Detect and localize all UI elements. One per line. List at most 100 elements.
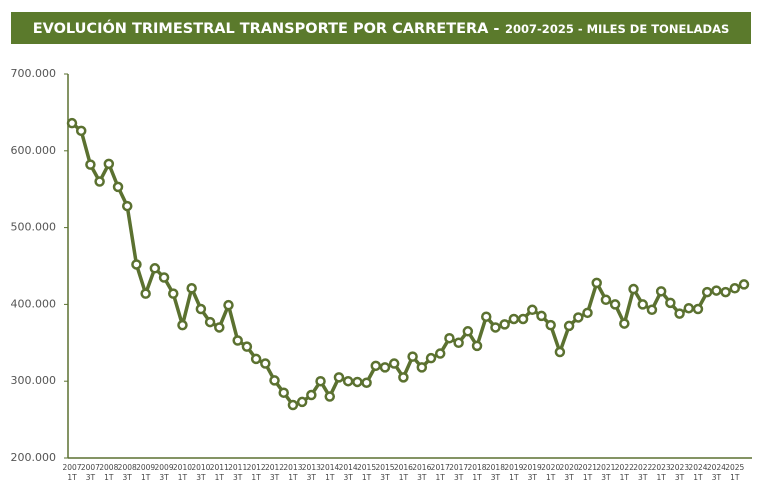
data-point (241, 341, 253, 352)
data-point (269, 375, 280, 386)
data-point (407, 351, 418, 362)
x-tick-label: 2012 3T (264, 463, 285, 482)
data-point (149, 263, 161, 274)
data-point (490, 322, 501, 333)
data-point (186, 283, 197, 294)
data-point (306, 389, 317, 401)
x-tick-label: 2016 1T (393, 463, 413, 482)
y-tick-label: 500.000 (11, 221, 57, 234)
data-point (112, 181, 124, 193)
title-bar (11, 12, 751, 44)
x-tick-label: 2013 3T (301, 463, 321, 482)
data-point (121, 200, 133, 212)
x-tick-label: 2020 3T (559, 463, 579, 482)
data-point (674, 308, 685, 319)
data-point (333, 372, 345, 383)
data-point (75, 125, 87, 137)
x-tick-label: 2023 3T (670, 463, 690, 482)
data-point (103, 158, 115, 170)
data-point (168, 288, 179, 299)
title-line: EVOLUCIÓN TRIMESTRAL TRANSPORTE POR CARR… (33, 19, 730, 38)
data-point (536, 310, 547, 322)
x-tick-label: 2024 3T (706, 463, 726, 482)
x-tick-label: 2013 1T (283, 463, 303, 482)
data-point (131, 259, 142, 270)
x-tick-label: 2021 3T (596, 463, 616, 482)
x-tick-label: 2007 3T (80, 463, 100, 482)
x-tick-label: 2009 1T (136, 463, 156, 482)
data-point (692, 303, 704, 315)
data-point (517, 313, 529, 325)
data-point (628, 283, 639, 295)
data-point (361, 377, 372, 388)
data-point (444, 332, 455, 344)
data-point (204, 316, 216, 328)
x-tick-label: 2020 1T (541, 463, 561, 482)
data-point (573, 312, 584, 323)
data-point (195, 303, 207, 315)
x-tick-label: 2021 1T (577, 463, 598, 482)
x-tick-label: 2007 1T (62, 463, 82, 482)
data-point (85, 159, 96, 170)
data-point (738, 279, 750, 290)
data-point (324, 391, 336, 402)
x-tick-label: 2015 1T (357, 463, 377, 482)
y-tick-label: 600.000 (11, 144, 57, 157)
x-tick-label: 2023 1T (651, 463, 671, 482)
data-point (711, 285, 722, 296)
x-tick-label: 2009 3T (154, 463, 174, 482)
data-point (582, 307, 593, 319)
x-tick-label: 2019 3T (522, 463, 542, 482)
data-point (315, 375, 326, 387)
data-point (434, 348, 446, 359)
x-tick-label: 2011 3T (228, 463, 248, 482)
data-point (508, 313, 520, 325)
data-point (655, 286, 667, 297)
data-point (499, 319, 510, 330)
x-tick-label: 2018 1T (467, 463, 487, 482)
data-point (637, 299, 648, 310)
y-tick-label: 700.000 (11, 67, 57, 80)
x-tick-label: 2008 3T (117, 463, 137, 482)
data-point (379, 362, 391, 373)
data-point (619, 318, 630, 329)
data-point (66, 117, 78, 129)
data-point (94, 176, 105, 187)
y-tick-label: 300.000 (11, 374, 57, 387)
data-point (527, 304, 538, 316)
y-tick-label: 200.000 (11, 451, 57, 464)
data-point (398, 372, 409, 383)
x-tick-label: 2022 1T (614, 463, 634, 482)
data-point (352, 376, 363, 388)
x-tick-label: 2012 1T (246, 463, 266, 482)
x-tick-label: 2017 3T (449, 463, 469, 482)
x-tick-label: 2017 1T (430, 463, 450, 482)
data-point (462, 326, 474, 337)
y-tick-label: 400.000 (11, 297, 57, 310)
data-point (223, 299, 234, 311)
data-point (646, 304, 658, 316)
x-tick-label: 2022 3T (633, 463, 653, 482)
data-point (545, 319, 556, 331)
data-point (370, 360, 382, 372)
x-tick-label: 2018 3T (485, 463, 505, 482)
data-point (609, 299, 621, 310)
data-point (665, 297, 676, 309)
data-point (342, 375, 354, 387)
data-point (177, 319, 188, 331)
data-point (683, 302, 695, 314)
x-tick-label: 2024 1T (688, 463, 708, 482)
chart-subtitle: 2007-2025 - MILES DE TONELADAS (505, 22, 729, 36)
x-tick-label: 2016 3T (412, 463, 432, 482)
data-point (140, 288, 151, 299)
x-tick-label: 2008 1T (99, 463, 119, 482)
data-point (720, 286, 731, 298)
data-point (416, 362, 428, 373)
data-point (701, 286, 713, 298)
data-point (232, 335, 243, 346)
x-tick-label: 2019 1T (504, 463, 524, 482)
data-line (70, 121, 745, 407)
data-point (425, 352, 437, 364)
